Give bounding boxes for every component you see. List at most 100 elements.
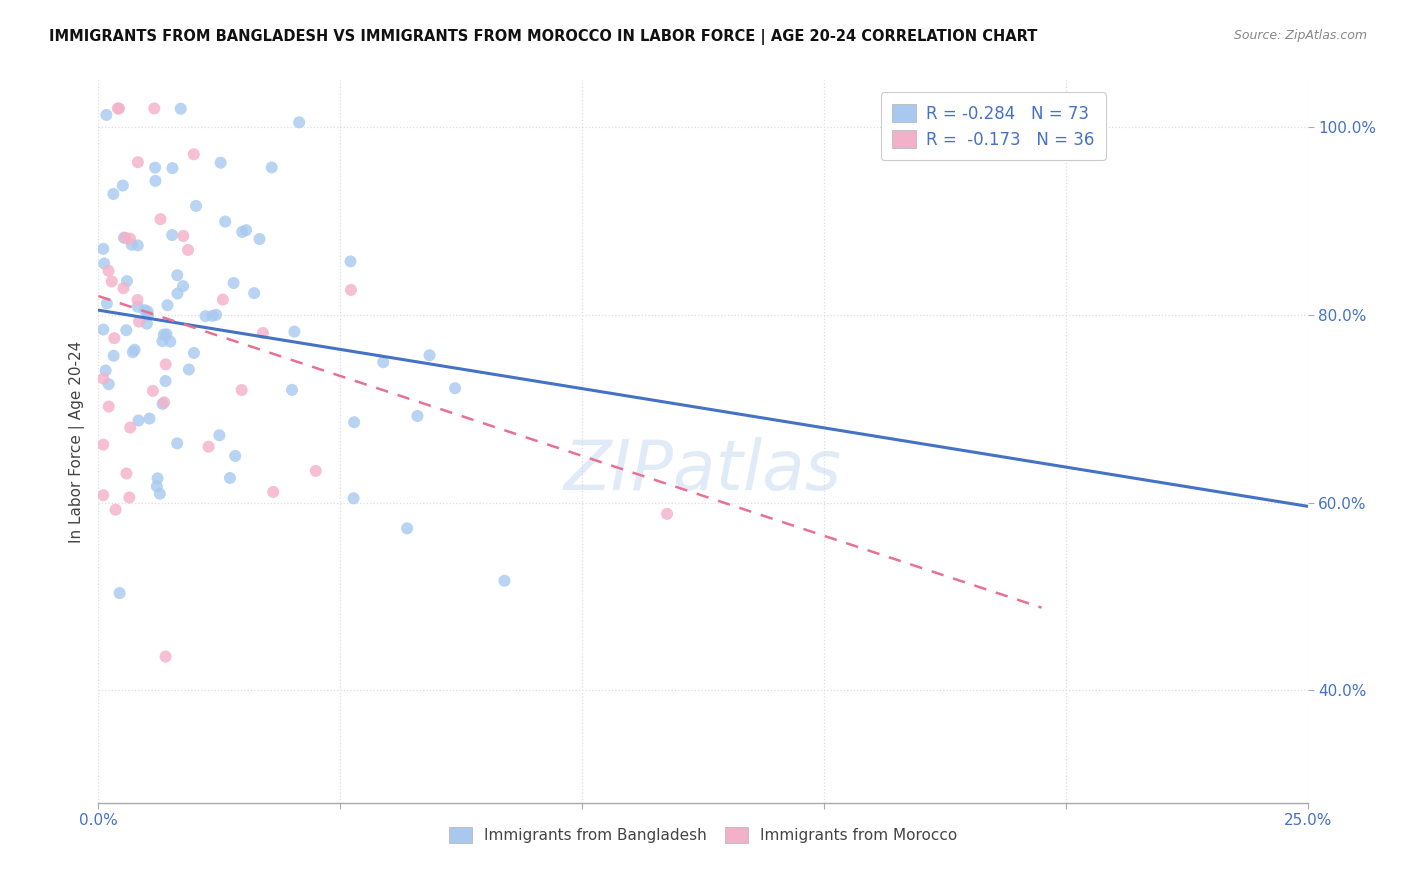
Point <box>93 256 115 270</box>
Point <box>136 309 159 323</box>
Point <box>121 237 143 252</box>
Point <box>152 334 174 348</box>
Point <box>231 225 253 239</box>
Point <box>343 491 366 506</box>
Point <box>124 343 146 357</box>
Point <box>219 471 242 485</box>
Point <box>235 223 257 237</box>
Point <box>343 415 366 429</box>
Point <box>159 334 181 349</box>
Point <box>94 363 117 377</box>
Point <box>91 242 114 256</box>
Point <box>177 243 200 257</box>
Point <box>91 488 114 502</box>
Point <box>128 413 150 427</box>
Point <box>152 397 174 411</box>
Point <box>252 326 274 340</box>
Point <box>197 440 219 454</box>
Point <box>127 238 149 252</box>
Point <box>136 304 159 318</box>
Point <box>183 346 205 360</box>
Point <box>96 296 118 310</box>
Point <box>184 199 207 213</box>
Point <box>172 279 194 293</box>
Point <box>91 322 114 336</box>
Point <box>115 274 138 288</box>
Point <box>155 374 177 388</box>
Point <box>201 309 224 323</box>
Point <box>418 348 440 362</box>
Point <box>406 409 429 423</box>
Point <box>166 286 188 301</box>
Point <box>146 479 169 493</box>
Point <box>155 327 177 342</box>
Y-axis label: In Labor Force | Age 20-24: In Labor Force | Age 20-24 <box>69 341 84 542</box>
Point <box>91 371 114 385</box>
Point <box>183 147 205 161</box>
Point <box>118 491 141 505</box>
Point <box>153 395 176 409</box>
Point <box>107 102 129 116</box>
Point <box>160 228 183 243</box>
Point <box>209 155 232 169</box>
Point <box>243 286 266 301</box>
Point <box>262 484 284 499</box>
Point <box>211 293 233 307</box>
Text: IMMIGRANTS FROM BANGLADESH VS IMMIGRANTS FROM MOROCCO IN LABOR FORCE | AGE 20-24: IMMIGRANTS FROM BANGLADESH VS IMMIGRANTS… <box>49 29 1038 45</box>
Point <box>396 521 419 535</box>
Point <box>96 108 118 122</box>
Point <box>138 411 160 425</box>
Point <box>104 502 127 516</box>
Point <box>281 383 304 397</box>
Point <box>170 102 193 116</box>
Point <box>108 102 131 116</box>
Point <box>655 507 678 521</box>
Point <box>127 155 149 169</box>
Point <box>143 102 166 116</box>
Point <box>205 308 228 322</box>
Point <box>127 300 149 314</box>
Point <box>231 383 253 397</box>
Point <box>108 586 131 600</box>
Point <box>112 230 135 244</box>
Point <box>135 317 157 331</box>
Point <box>153 327 176 342</box>
Point <box>305 464 328 478</box>
Point <box>100 274 122 288</box>
Point <box>222 276 245 290</box>
Point <box>91 437 114 451</box>
Point <box>97 264 120 278</box>
Point <box>149 212 172 227</box>
Point <box>103 186 125 201</box>
Text: ZIPatlas: ZIPatlas <box>564 437 842 504</box>
Point <box>111 178 134 193</box>
Point <box>149 486 172 500</box>
Point <box>340 283 363 297</box>
Point <box>166 436 188 450</box>
Point <box>115 323 138 337</box>
Point <box>114 231 136 245</box>
Point <box>339 254 361 268</box>
Point <box>156 298 179 312</box>
Point <box>162 161 184 176</box>
Point <box>121 345 143 359</box>
Point <box>166 268 188 283</box>
Point <box>103 331 125 345</box>
Point <box>118 232 141 246</box>
Point <box>155 357 177 371</box>
Point <box>142 384 165 398</box>
Point <box>172 228 194 243</box>
Point <box>143 161 166 175</box>
Point <box>127 293 149 307</box>
Point <box>155 649 177 664</box>
Legend: Immigrants from Bangladesh, Immigrants from Morocco: Immigrants from Bangladesh, Immigrants f… <box>443 822 963 849</box>
Point <box>97 400 120 414</box>
Point <box>208 428 231 442</box>
Point <box>494 574 516 588</box>
Point <box>103 349 125 363</box>
Point <box>177 362 200 376</box>
Text: Source: ZipAtlas.com: Source: ZipAtlas.com <box>1233 29 1367 42</box>
Point <box>146 471 169 485</box>
Point <box>112 281 135 295</box>
Point <box>128 315 150 329</box>
